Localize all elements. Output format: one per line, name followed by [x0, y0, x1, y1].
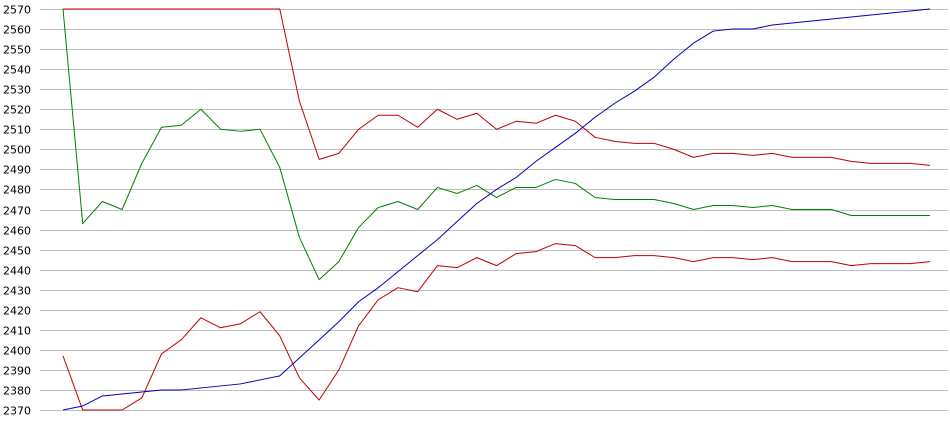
y-tick-label: 2440: [3, 265, 31, 278]
y-tick-label: 2430: [3, 285, 31, 298]
y-tick-label: 2460: [3, 225, 31, 238]
y-tick-label: 2560: [3, 24, 31, 37]
y-tick-label: 2370: [3, 405, 31, 418]
y-tick-label: 2470: [3, 205, 31, 218]
series-lines: [62, 8, 931, 411]
y-tick-label: 2550: [3, 44, 31, 57]
y-tick-label: 2530: [3, 84, 31, 97]
series-line-3: [62, 243, 931, 411]
y-tick-label: 2410: [3, 325, 31, 338]
y-tick-label: 2570: [3, 4, 31, 17]
series-line-2: [62, 8, 930, 281]
y-tick-label: 2490: [3, 164, 31, 177]
y-tick-label: 2510: [3, 124, 31, 137]
y-tick-label: 2420: [3, 305, 31, 318]
series-line-1: [63, 8, 931, 166]
y-tick-label: 2390: [3, 365, 31, 378]
y-tick-label: 2480: [3, 184, 31, 197]
y-axis-tick-labels: 2370 2380 2390 2400 2410 2420 2430 2440 2450 2460…: [3, 4, 31, 418]
y-tick-label: 2450: [3, 245, 31, 258]
y-tick-label: 2520: [3, 104, 31, 117]
y-tick-label: 2400: [3, 345, 31, 358]
grid-lines: [40, 9, 948, 411]
y-tick-label: 2380: [3, 385, 31, 398]
y-tick-label: 2540: [3, 64, 31, 77]
series-line-4: [62, 8, 931, 411]
y-tick-label: 2500: [3, 144, 31, 157]
